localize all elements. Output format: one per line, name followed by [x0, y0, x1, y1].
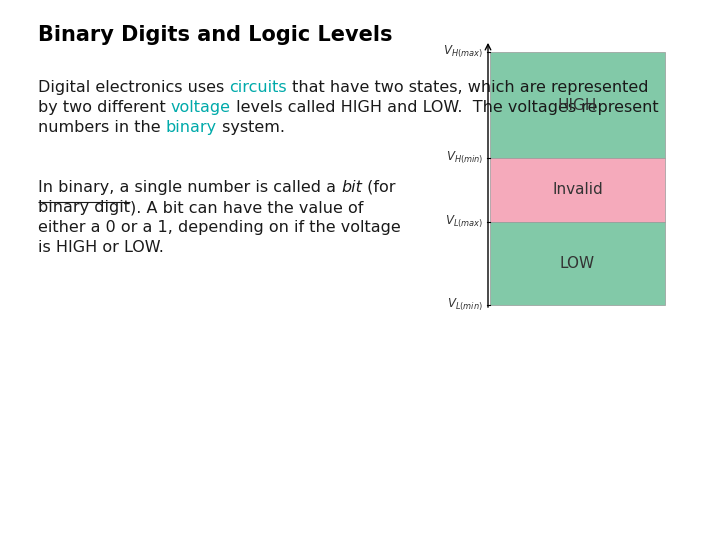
Text: Invalid: Invalid: [552, 183, 603, 198]
Text: In binary, a single number is called a: In binary, a single number is called a: [38, 180, 341, 195]
Text: $V_{H(max)}$: $V_{H(max)}$: [443, 44, 483, 60]
Text: circuits: circuits: [230, 80, 287, 95]
Text: by two different: by two different: [38, 100, 171, 115]
Text: levels called HIGH and LOW.  The voltages represent: levels called HIGH and LOW. The voltages…: [231, 100, 659, 115]
Text: is HIGH or LOW.: is HIGH or LOW.: [38, 240, 164, 255]
Bar: [490, 158, 665, 221]
Text: voltage: voltage: [171, 100, 231, 115]
Text: $V_{H(min)}$: $V_{H(min)}$: [446, 150, 483, 166]
Text: (for: (for: [362, 180, 395, 195]
Text: bit: bit: [341, 180, 362, 195]
Text: numbers in the: numbers in the: [38, 120, 166, 135]
Text: $V_{L(min)}$: $V_{L(min)}$: [447, 297, 483, 313]
Bar: [490, 221, 665, 305]
Text: binary: binary: [166, 120, 217, 135]
Text: HIGH: HIGH: [558, 98, 597, 113]
Text: system.: system.: [217, 120, 285, 135]
Text: LOW: LOW: [560, 256, 595, 271]
Bar: [490, 52, 665, 158]
Text: binary digit: binary digit: [38, 200, 130, 215]
Text: ). A bit can have the value of: ). A bit can have the value of: [130, 200, 364, 215]
Text: $V_{L(max)}$: $V_{L(max)}$: [445, 213, 483, 230]
Text: either a 0 or a 1, depending on if the voltage: either a 0 or a 1, depending on if the v…: [38, 220, 401, 235]
Text: Digital electronics uses: Digital electronics uses: [38, 80, 230, 95]
Text: that have two states, which are represented: that have two states, which are represen…: [287, 80, 649, 95]
Text: Binary Digits and Logic Levels: Binary Digits and Logic Levels: [38, 25, 392, 45]
